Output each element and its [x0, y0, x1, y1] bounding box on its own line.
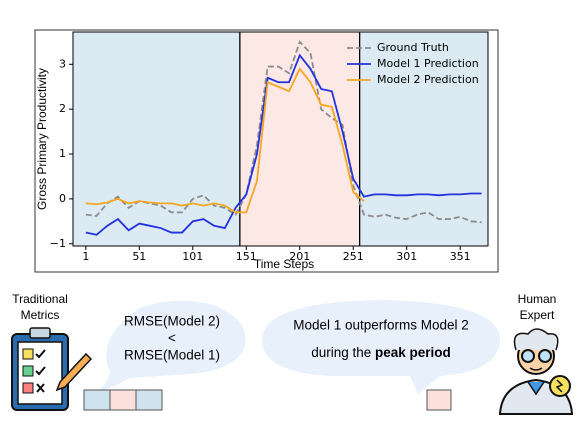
region: [359, 32, 488, 246]
region: [73, 32, 240, 246]
y-tick-label: 0: [59, 192, 66, 205]
bubble-text: RMSE(Model 1): [124, 348, 220, 363]
legend-label: Model 2 Prediction: [377, 73, 479, 86]
x-tick-label: 51: [132, 250, 146, 263]
plot-area: [72, 31, 489, 247]
bubble-text: Model 1 outperforms Model 2: [293, 318, 469, 333]
y-tick-label: 3: [59, 57, 66, 70]
x-tick-label: 101: [182, 250, 203, 263]
series-line: [85, 53, 482, 236]
color-boxes: [83, 389, 452, 411]
bubble-text: during the peak period: [311, 345, 451, 360]
bubble-text: during the: [311, 345, 375, 360]
x-tick-label: 151: [236, 250, 257, 263]
speech-bubble: [98, 300, 246, 392]
bubble-text: <: [168, 331, 176, 346]
series-line: [85, 67, 365, 214]
y-axis-label: Gross Primary Productivity: [35, 68, 49, 210]
bubble-text: RMSE(Model 2): [124, 314, 220, 329]
legend-label: Ground Truth: [377, 41, 449, 54]
y-tick-label: −1: [50, 237, 66, 250]
traditional-label: Traditional: [12, 292, 68, 306]
x-tick-label: 301: [396, 250, 417, 263]
bubble-bold: peak period: [375, 345, 451, 360]
chart-frame: [34, 29, 499, 273]
traditional-label: Metrics: [21, 308, 60, 322]
expert-label: Human: [518, 292, 557, 306]
x-tick-label: 351: [450, 250, 471, 263]
legend-label: Model 1 Prediction: [377, 57, 479, 70]
clipboard-icon: [11, 327, 93, 411]
x-tick-label: 251: [343, 250, 364, 263]
expert-label: Expert: [520, 308, 555, 322]
x-tick-label: 201: [289, 250, 310, 263]
expert-icon: [498, 328, 574, 415]
speech-bubble: [262, 300, 500, 394]
x-axis-label: Time Steps: [254, 257, 314, 271]
series-line: [85, 40, 482, 224]
y-tick-label: 1: [59, 147, 66, 160]
y-tick-label: 2: [59, 102, 66, 115]
x-tick-label: 1: [82, 250, 89, 263]
